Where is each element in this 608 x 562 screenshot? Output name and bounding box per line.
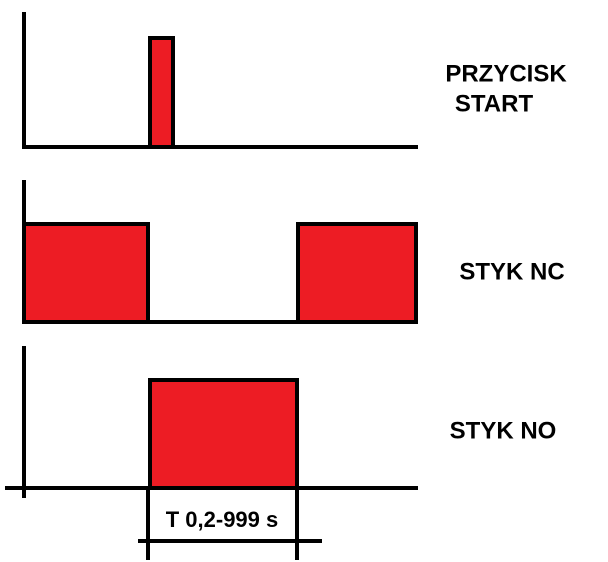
nc-high [22, 222, 150, 324]
nc-panel: STYK NC [22, 180, 565, 324]
row-label: STYK NC [459, 258, 564, 285]
axes [22, 12, 418, 149]
row-label: PRZYCISK [445, 60, 567, 87]
row-label: STYK NO [450, 417, 557, 444]
row-label: START [455, 90, 534, 117]
time-label: T 0,2-999 s [166, 507, 279, 532]
start-panel: PRZYCISK START [22, 12, 567, 149]
nc-high [296, 222, 418, 324]
no-high [148, 378, 299, 490]
no-panel: STYK NO [5, 346, 556, 498]
time-dimension: T 0,2-999 s [138, 488, 322, 560]
start-pulse [148, 36, 175, 149]
